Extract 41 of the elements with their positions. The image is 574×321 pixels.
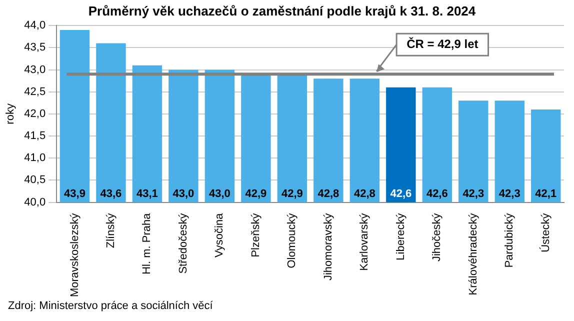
x-tick-label: Jihočeský xyxy=(431,212,444,262)
data-label: 42,9 xyxy=(281,188,303,200)
data-label: 42,3 xyxy=(462,188,484,200)
x-tick-label: Olomoucký xyxy=(286,212,298,268)
chart-title: Průměrný věk uchazečů o zaměstnání podle krajů k 31. 8. 2024 xyxy=(88,3,476,18)
y-axis-title: roky xyxy=(4,103,17,124)
data-label: 42,6 xyxy=(426,188,448,200)
x-tick-label: Středočeský xyxy=(177,212,190,274)
y-tick-label: 44,0 xyxy=(24,20,46,32)
x-tick-label: Pardubický xyxy=(504,212,516,268)
data-label: 42,3 xyxy=(498,188,520,200)
y-tick-label: 41,0 xyxy=(24,152,46,164)
x-tick-label: Karlovarský xyxy=(358,212,371,271)
x-tick-label: Liberecký xyxy=(394,212,407,260)
x-tick-label: Plzeňský xyxy=(250,212,262,258)
x-tick-label: Jihomoravský xyxy=(322,212,334,281)
y-tick-label: 41,5 xyxy=(24,130,46,142)
y-tick-label: 43,5 xyxy=(24,42,46,54)
text: Zdroj: Ministerstvo práce a sociálních věcí xyxy=(7,300,214,312)
data-label: 42,9 xyxy=(245,188,267,200)
data-label: 43,6 xyxy=(100,188,122,200)
data-label: 43,1 xyxy=(136,188,158,200)
x-tick-label: Královéhradecký xyxy=(467,212,480,296)
y-tick-label: 40,5 xyxy=(24,174,46,186)
x-tick-label: Vysočina xyxy=(214,212,226,258)
data-label: 43,0 xyxy=(172,188,194,200)
y-tick-label: 43,0 xyxy=(24,64,46,76)
y-tick-label: 42,0 xyxy=(24,108,46,120)
data-label: 43,0 xyxy=(208,188,230,200)
x-tick-label: Moravskoslezský xyxy=(68,212,81,298)
y-tick-label: 40,0 xyxy=(24,196,46,208)
x-tick-label: Ústecký xyxy=(538,212,552,252)
data-label: 42,1 xyxy=(535,188,557,200)
data-label: 43,9 xyxy=(64,188,86,200)
data-label: 42,6 xyxy=(390,188,412,200)
ref-line-label: ČR = 42,9 let xyxy=(406,36,478,51)
x-tick-label: Hl. m. Praha xyxy=(141,212,154,274)
data-label: 42,8 xyxy=(354,188,376,200)
data-label: 42,8 xyxy=(318,188,340,200)
y-tick-label: 42,5 xyxy=(24,86,46,98)
x-tick-label: Zlínský xyxy=(105,212,118,248)
